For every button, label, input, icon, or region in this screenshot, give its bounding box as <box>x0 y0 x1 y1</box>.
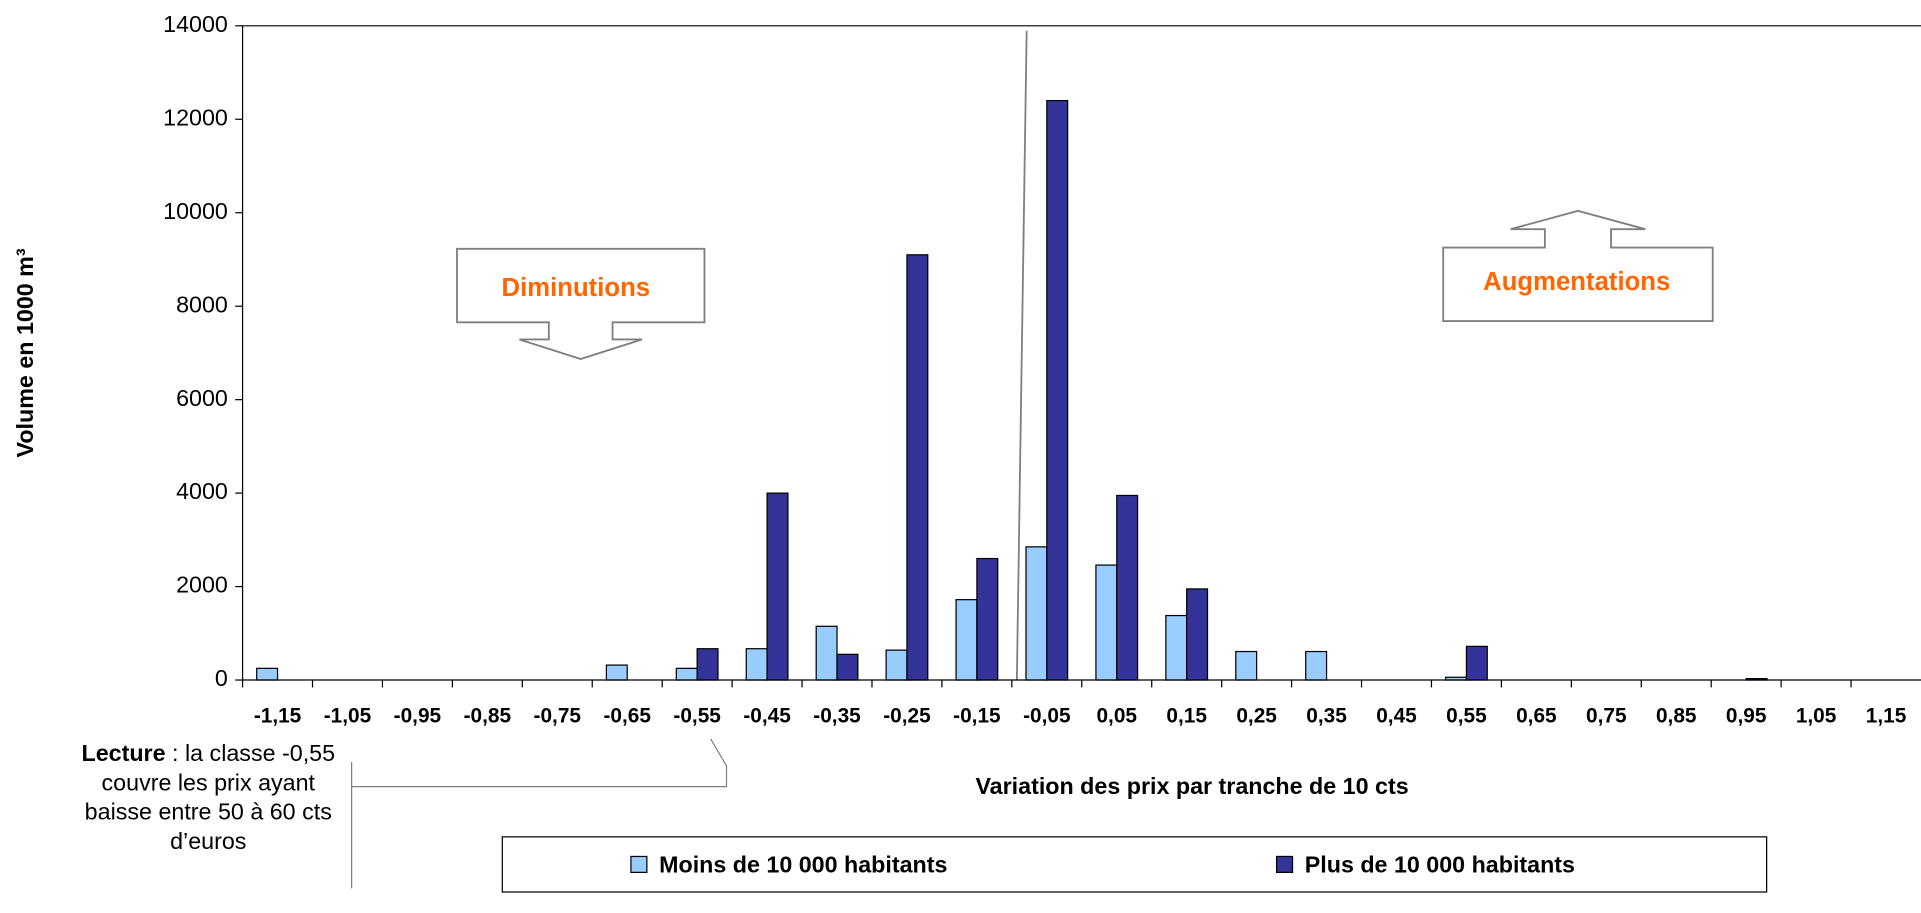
x-tick-label: 0,75 <box>1586 704 1627 727</box>
x-tick-label: 0,35 <box>1306 704 1347 727</box>
y-axis-title: Volume en 1000 m³ <box>12 248 38 457</box>
divider-line <box>1015 30 1028 681</box>
x-tick-label: -1,05 <box>324 704 371 727</box>
x-tick-label: 0,65 <box>1516 704 1557 727</box>
x-tick-label: -0,95 <box>394 704 441 727</box>
bar <box>1186 588 1209 681</box>
bar <box>1235 650 1258 681</box>
x-tick-label: 0,95 <box>1726 704 1767 727</box>
bar <box>815 625 838 681</box>
bar <box>766 492 789 681</box>
annotation: Diminutions <box>502 274 651 302</box>
note-text: Lecture : la classe -0,55 couvre les pri… <box>74 740 344 858</box>
x-tick-label: -0,85 <box>464 704 511 727</box>
x-tick-label: 0,45 <box>1376 704 1417 727</box>
bar <box>1095 564 1118 681</box>
bar <box>745 648 768 681</box>
x-tick-label: -0,15 <box>953 704 1000 727</box>
legend-label: Plus de 10 000 habitants <box>1305 851 1575 877</box>
bar <box>885 649 908 681</box>
bar <box>605 664 628 681</box>
x-tick-label: -1,15 <box>254 704 301 727</box>
note-bold: Lecture <box>81 741 166 768</box>
bar <box>1465 645 1488 681</box>
annotation: Augmentations <box>1483 268 1670 296</box>
x-tick-label: -0,45 <box>743 704 790 727</box>
diminutions-box <box>456 247 706 361</box>
x-tick-label: -0,05 <box>1023 704 1070 727</box>
x-tick-label: 0,15 <box>1166 704 1207 727</box>
bar <box>955 599 978 681</box>
x-axis-title: Variation des prix par tranche de 10 cts <box>975 773 1408 799</box>
note: Lecture : la classe -0,55 couvre les pri… <box>74 740 344 858</box>
x-tick-label: -0,55 <box>673 704 720 727</box>
x-tick-label: 0,25 <box>1236 704 1277 727</box>
legend-swatch <box>1275 855 1294 873</box>
bar <box>256 667 279 681</box>
x-tick-label: -0,75 <box>534 704 581 727</box>
bar <box>1025 546 1048 681</box>
y-tick-label: 6000 <box>176 385 228 411</box>
x-tick-label: -0,65 <box>603 704 650 727</box>
bar <box>976 557 999 681</box>
y-tick-label: 2000 <box>176 572 228 598</box>
x-tick-label: 0,05 <box>1096 704 1137 727</box>
x-tick-label: -0,35 <box>813 704 860 727</box>
x-tick-label: 0,85 <box>1656 704 1697 727</box>
y-tick-label: 12000 <box>163 104 228 130</box>
augmentations-box <box>1442 209 1714 322</box>
legend-swatch <box>630 855 648 873</box>
bar <box>1116 494 1139 681</box>
bar <box>675 667 698 681</box>
note-body: : la classe -0,55 couvre les prix ayant … <box>84 741 336 856</box>
y-tick-label: 8000 <box>176 291 228 317</box>
note-leader <box>350 738 728 788</box>
x-tick-label: 1,05 <box>1796 704 1837 727</box>
x-tick-label: -0,25 <box>883 704 930 727</box>
y-tick-label: 10000 <box>163 198 228 224</box>
bar <box>696 648 719 681</box>
bar <box>836 653 859 681</box>
bar <box>1046 99 1069 681</box>
y-tick-label: 4000 <box>176 478 228 504</box>
legend-box <box>501 836 1768 893</box>
bar <box>1165 614 1188 681</box>
y-tick-label: 14000 <box>163 11 228 37</box>
x-tick-label: 0,55 <box>1446 704 1487 727</box>
x-tick-label: 1,15 <box>1866 704 1907 727</box>
bar <box>1305 650 1328 681</box>
y-tick-label: 0 <box>215 665 228 691</box>
legend-label: Moins de 10 000 habitants <box>659 851 947 877</box>
bar <box>906 254 929 681</box>
